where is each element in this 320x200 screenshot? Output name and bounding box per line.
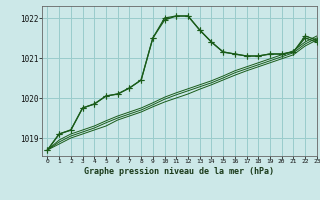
- X-axis label: Graphe pression niveau de la mer (hPa): Graphe pression niveau de la mer (hPa): [84, 167, 274, 176]
